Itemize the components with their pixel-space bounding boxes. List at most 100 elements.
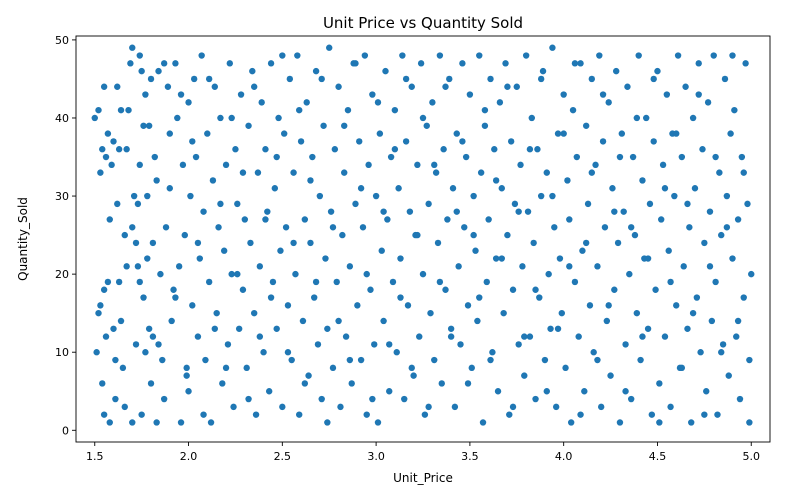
data-point (515, 208, 522, 215)
data-point (719, 341, 727, 348)
data-point (541, 356, 549, 364)
data-point (357, 185, 365, 192)
data-point (121, 403, 128, 411)
data-point (436, 52, 444, 59)
data-point (718, 349, 725, 356)
data-point (449, 185, 457, 192)
data-point (290, 239, 297, 247)
data-point (312, 278, 320, 286)
data-point (265, 388, 273, 395)
data-point (736, 395, 744, 403)
data-point (616, 419, 624, 426)
data-point (138, 67, 145, 75)
data-point (671, 192, 678, 200)
x-tick-label: 1.5 (86, 450, 104, 463)
data-point (569, 106, 577, 114)
data-point (254, 169, 262, 176)
data-point (279, 52, 286, 59)
y-tick-label: 0 (62, 424, 69, 437)
data-point (198, 52, 205, 59)
data-point (618, 130, 626, 137)
data-point (292, 270, 299, 278)
data-point (689, 309, 697, 317)
data-point (172, 294, 179, 301)
data-point (269, 278, 277, 286)
data-point (117, 317, 125, 325)
x-tick-label: 3.5 (461, 450, 479, 463)
data-point (149, 239, 157, 247)
data-point (554, 325, 562, 332)
data-point (498, 255, 505, 262)
data-point (129, 419, 136, 426)
data-point (487, 356, 494, 364)
data-point (245, 122, 252, 129)
data-point (522, 52, 530, 59)
data-point (220, 247, 228, 254)
data-point (481, 122, 489, 129)
data-point (249, 67, 256, 75)
data-point (147, 75, 155, 83)
data-point (132, 239, 140, 247)
data-point (416, 333, 423, 340)
data-point (138, 411, 145, 418)
data-point (104, 278, 112, 286)
data-point (260, 349, 267, 356)
data-point (172, 60, 179, 67)
data-point (367, 286, 374, 293)
data-point (273, 153, 280, 161)
data-point (250, 83, 258, 90)
data-point (282, 224, 290, 231)
data-point (455, 263, 462, 270)
y-axis-ticks: 0 10 20 30 40 50 (55, 34, 76, 437)
data-point (354, 302, 361, 309)
data-point (380, 317, 387, 325)
x-axis-ticks: 1.5 2.0 2.5 3.0 3.5 4.0 4.5 5.0 (86, 442, 760, 463)
data-point (348, 380, 355, 387)
data-point (352, 200, 359, 208)
data-point (564, 177, 571, 184)
data-point (391, 106, 399, 114)
data-point (470, 192, 477, 200)
data-point (686, 224, 693, 231)
data-point (311, 294, 318, 301)
data-point (417, 60, 425, 67)
data-point (447, 325, 455, 332)
data-point (461, 224, 468, 231)
data-point (130, 192, 138, 200)
data-point (408, 364, 415, 372)
data-point (145, 122, 153, 129)
data-point (376, 130, 384, 137)
data-point (371, 341, 378, 348)
data-point (474, 317, 481, 325)
data-point (656, 419, 663, 426)
y-axis-label: Quantity_Sold (16, 197, 30, 281)
data-point (185, 99, 192, 106)
data-point (307, 177, 314, 184)
data-point (369, 395, 376, 403)
data-point (155, 67, 162, 75)
data-point (395, 185, 402, 192)
data-point (509, 403, 517, 411)
data-point (519, 263, 526, 270)
data-point (496, 99, 504, 106)
data-point (492, 255, 500, 262)
data-point (708, 317, 716, 325)
data-point (746, 356, 753, 364)
data-point (153, 419, 160, 426)
data-point (402, 138, 410, 145)
data-point (402, 75, 410, 83)
data-point (528, 114, 535, 122)
plot-frame (75, 35, 771, 443)
data-point (174, 114, 181, 122)
data-point (329, 224, 337, 231)
data-point (447, 333, 455, 340)
data-point (706, 263, 714, 270)
data-point (192, 153, 200, 161)
data-point (222, 364, 230, 372)
data-point (100, 411, 108, 418)
data-point (513, 83, 520, 90)
data-point (399, 52, 406, 59)
data-point (232, 146, 239, 153)
data-point (440, 146, 447, 153)
data-point (603, 317, 611, 325)
